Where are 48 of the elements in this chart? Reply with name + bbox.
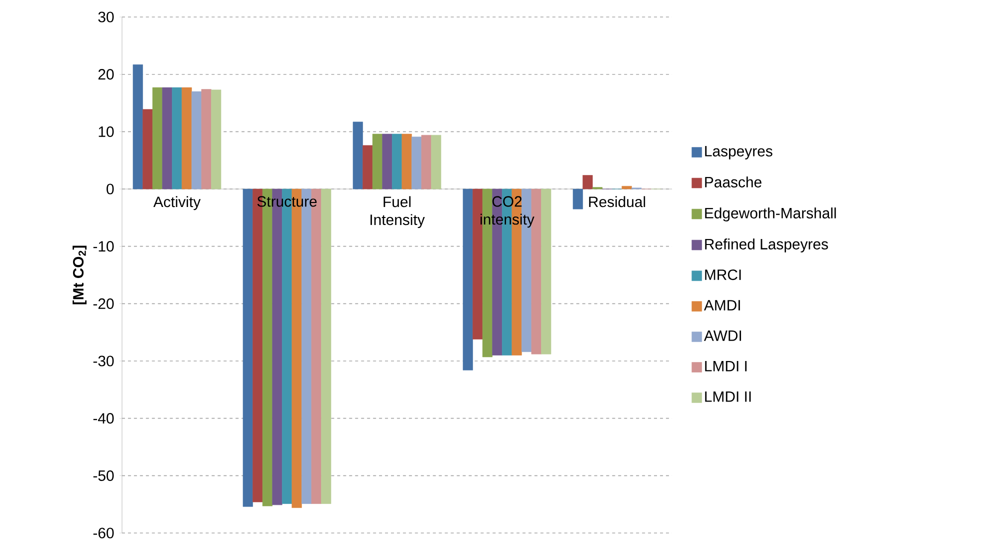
bar (372, 134, 382, 190)
bar (431, 134, 442, 190)
bar (421, 134, 432, 190)
legend-label: Paasche (705, 176, 762, 188)
legend-label: AWDI (704, 330, 742, 341)
legend-label: LMDI I (705, 361, 747, 372)
bar (362, 145, 373, 190)
bar (392, 134, 402, 190)
y-tick-label: 0 (106, 184, 114, 194)
bar (622, 186, 632, 190)
bar (152, 87, 162, 190)
bar (192, 91, 202, 190)
y-tick-label: 20 (98, 69, 114, 80)
y-tick-label: -10 (93, 241, 114, 252)
bar (572, 188, 583, 210)
bar (402, 134, 412, 190)
legend-label: AMDI (704, 300, 740, 310)
bar (321, 188, 332, 504)
x-tick-label: Activity (153, 196, 201, 210)
legend-label: Refined Laspeyres (705, 238, 828, 252)
legend-label: Edgeworth-Marshall (705, 207, 836, 222)
bar (162, 87, 172, 190)
bar (582, 175, 593, 190)
bar (172, 87, 182, 190)
bar (412, 136, 422, 190)
y-tick-label: -60 (93, 528, 114, 538)
y-axis-title: [Mt CO$_{2}$] (72, 246, 87, 304)
y-tick-label: -50 (93, 470, 114, 481)
bar (382, 134, 392, 190)
bar (352, 122, 363, 190)
bar (541, 188, 552, 354)
bar (201, 89, 212, 190)
bar (211, 90, 222, 190)
bar (132, 64, 143, 190)
legend-label: LMDI II (705, 391, 751, 402)
bar (462, 188, 473, 370)
y-tick-label: -30 (93, 356, 114, 366)
bar (182, 87, 192, 190)
y-tick-label: -40 (93, 413, 114, 424)
y-tick-label: 10 (98, 126, 114, 137)
bar (242, 188, 253, 507)
legend-label: Laspeyres (705, 146, 772, 160)
x-tick-label: Residual (589, 196, 646, 208)
y-tick-label: 30 (98, 12, 114, 22)
y-tick-label: -20 (93, 298, 114, 309)
x-tick-label: Fuel Intensity (370, 196, 425, 228)
legend-label: MRCI (705, 269, 741, 280)
bar (142, 109, 153, 190)
